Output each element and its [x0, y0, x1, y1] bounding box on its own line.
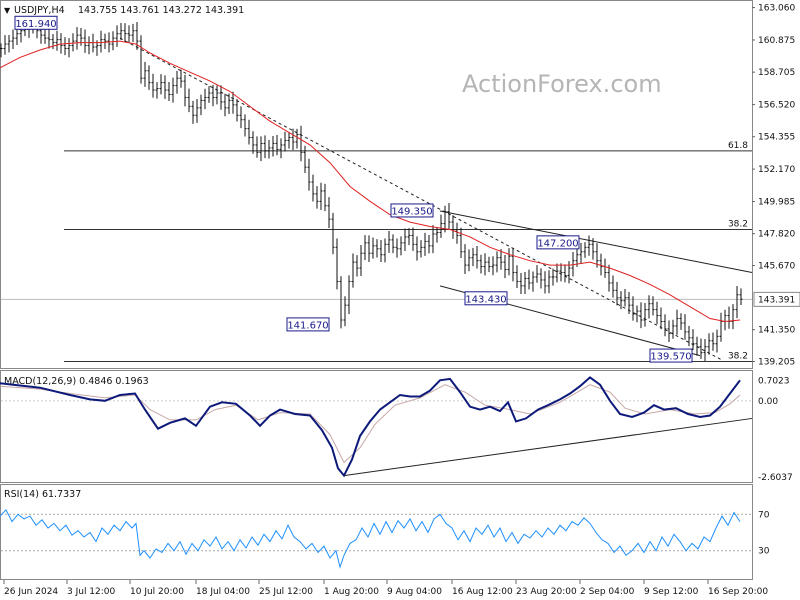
rsi-line-path [0, 508, 741, 569]
price-y-tick-label: 160.875 [758, 36, 795, 46]
price-annotation-box [390, 203, 434, 218]
macd-panel [0, 370, 753, 483]
macd-trend-line [343, 417, 753, 477]
price-annotation-label: 149.350 [391, 206, 432, 217]
price-y-tick-label: 145.670 [758, 262, 795, 272]
y-axis-labels: 163.060 160.875 158.705 156.520 154.355 152.1… [752, 4, 800, 557]
price-annotation-label: 147.200 [537, 238, 578, 249]
x-tick-label: 10 Jul 20:00 [130, 587, 184, 597]
price-y-tick-label: 149.985 [758, 198, 795, 208]
price-annotation-label: 161.940 [15, 19, 56, 30]
price-annotation-box [14, 15, 58, 30]
x-tick-label: 2 Sep 04:00 [580, 587, 635, 597]
macd-lines [0, 376, 753, 478]
x-tick-label: 26 Jun 2024 [4, 587, 58, 597]
sma-line [0, 40, 741, 323]
price-bars [0, 16, 743, 362]
price-y-tick-label: 143.391 [758, 295, 795, 305]
x-tick-label: 25 Jul 12:00 [259, 587, 313, 597]
macd-y-tick-label: -2.6037 [758, 473, 793, 483]
current-price-tag [753, 291, 800, 307]
price-annotation-label: 141.670 [287, 320, 328, 331]
symbol-label: USDJPY,H4 [14, 5, 65, 16]
fib-level-label: 61.8 [728, 141, 748, 151]
x-tick-label: 18 Jul 04:00 [196, 587, 250, 597]
x-tick-label: 16 Sep 20:00 [708, 587, 768, 597]
price-y-tick-label: 158.705 [758, 68, 795, 78]
x-tick-label: 3 Jul 12:00 [67, 587, 116, 597]
rsi-title: RSI(14) 61.7337 [4, 489, 81, 500]
price-annotation-box [536, 235, 580, 250]
price-y-tick-label: 147.820 [758, 230, 795, 240]
price-annotation-box [464, 291, 508, 306]
x-tick-label: 23 Aug 20:00 [516, 587, 577, 597]
macd-y-tick-label: 0.7023 [758, 376, 790, 386]
price-y-tick-label: 139.205 [758, 357, 795, 367]
price-annotations: 161.940 149.350 147.200 143.430 141.670 139.5… [14, 15, 693, 363]
price-panel [0, 0, 753, 369]
macd-main-line [0, 376, 741, 478]
x-tick-label: 16 Aug 12:00 [452, 587, 513, 597]
macd-signal-line [0, 384, 741, 464]
dropdown-arrow-icon[interactable]: ▼ [4, 6, 11, 15]
price-annotation-label: 139.570 [650, 352, 691, 363]
price-annotation-label: 143.430 [465, 294, 506, 305]
price-annotation-box [649, 348, 693, 363]
macd-y-tick-label: 0.00 [758, 397, 778, 407]
x-tick-label: 9 Aug 04:00 [387, 587, 442, 597]
x-tick-label: 9 Sep 12:00 [644, 587, 699, 597]
fibonacci-levels: 61.8 38.2 38.2 [64, 141, 752, 363]
rsi-line [0, 508, 752, 569]
price-y-tick-label: 141.350 [758, 326, 795, 336]
rsi-panel [0, 484, 753, 580]
x-tick-label: 1 Aug 20:00 [324, 587, 379, 597]
rsi-y-tick-label: 70 [758, 510, 770, 520]
x-axis-labels: 26 Jun 2024 3 Jul 12:00 10 Jul 20:00 18 Jul… [3, 580, 768, 597]
watermark-text: ActionForex.com [462, 70, 662, 98]
price-y-tick-label: 154.355 [758, 133, 795, 143]
price-y-tick-label: 152.170 [758, 165, 795, 175]
macd-title: MACD(12,26,9) 0.4846 0.1963 [4, 376, 149, 387]
rsi-y-tick-label: 30 [758, 547, 770, 557]
fib-level-label: 38.2 [728, 352, 748, 362]
moving-average [0, 40, 741, 323]
price-y-tick-label: 163.060 [758, 4, 795, 14]
price-y-tick-label: 156.520 [758, 101, 795, 111]
channel-trend-line [439, 210, 753, 274]
fib-level-label: 38.2 [728, 220, 748, 230]
price-annotation-box [286, 317, 330, 332]
ohlc-readout: 143.755 143.761 143.272 143.391 [78, 5, 244, 16]
